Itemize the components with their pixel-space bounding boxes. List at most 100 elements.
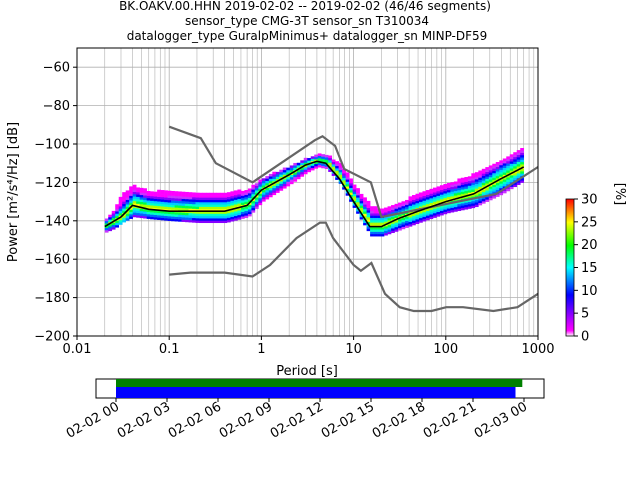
psd-cell bbox=[453, 195, 458, 198]
psd-cell bbox=[178, 193, 182, 197]
psd-cell bbox=[436, 214, 441, 217]
psd-cell bbox=[178, 198, 182, 201]
psd-cell bbox=[272, 187, 277, 191]
psd-cell bbox=[349, 183, 353, 186]
x-tick-label: 1000 bbox=[521, 342, 554, 357]
psd-cell bbox=[439, 199, 444, 202]
psd-cell bbox=[335, 172, 339, 176]
psd-cell bbox=[153, 200, 158, 204]
psd-cell bbox=[443, 204, 448, 208]
psd-cell bbox=[520, 164, 525, 167]
psd-cell bbox=[467, 187, 472, 191]
psd-cell bbox=[164, 213, 168, 217]
psd-cell bbox=[516, 159, 521, 162]
psd-cell bbox=[167, 204, 172, 208]
psd-cell bbox=[143, 188, 147, 191]
psd-cell bbox=[216, 195, 221, 198]
psd-cell bbox=[457, 180, 462, 184]
psd-cell bbox=[275, 185, 280, 189]
psd-cell bbox=[122, 192, 127, 195]
psd-cell bbox=[275, 178, 280, 182]
psd-cell bbox=[481, 182, 486, 186]
psd-cell bbox=[233, 195, 238, 198]
psd-cell bbox=[415, 198, 420, 201]
psd-cell bbox=[492, 177, 497, 181]
psd-cell bbox=[275, 183, 280, 187]
psd-cell bbox=[160, 215, 165, 218]
psd-cell bbox=[108, 216, 113, 220]
psd-cell bbox=[513, 172, 518, 176]
noise-model-nhnm bbox=[168, 125, 538, 219]
psd-cell bbox=[338, 172, 343, 175]
psd-cell bbox=[439, 187, 444, 191]
psd-cell bbox=[425, 213, 430, 216]
psd-cell bbox=[391, 207, 395, 210]
psd-cell bbox=[321, 163, 326, 166]
psd-cell bbox=[171, 218, 175, 222]
psd-cell bbox=[150, 216, 154, 220]
psd-cell bbox=[502, 190, 507, 194]
psd-cell bbox=[398, 207, 402, 210]
psd-cell bbox=[499, 160, 504, 163]
psd-cell bbox=[115, 213, 120, 217]
psd-cell bbox=[359, 214, 364, 218]
psd-cell bbox=[258, 200, 263, 203]
psd-cell bbox=[125, 213, 130, 217]
psd-cell bbox=[192, 215, 196, 219]
psd-cell bbox=[209, 213, 214, 217]
psd-cell bbox=[387, 224, 392, 228]
psd-cell bbox=[460, 189, 465, 192]
colorbar-label: [%] bbox=[612, 183, 627, 206]
psd-cell bbox=[216, 218, 221, 221]
psd-cell bbox=[132, 187, 137, 190]
psd-cell bbox=[125, 204, 130, 207]
psd-cell bbox=[394, 206, 399, 209]
psd-cell bbox=[391, 218, 395, 222]
psd-cell bbox=[432, 194, 437, 198]
psd-cell bbox=[377, 233, 381, 237]
psd-cell bbox=[516, 180, 521, 183]
psd-cell bbox=[499, 164, 504, 168]
psd-cell bbox=[415, 212, 420, 215]
psd-cell bbox=[296, 174, 301, 177]
psd-cell bbox=[366, 210, 371, 213]
psd-cell bbox=[474, 204, 479, 208]
psd-cell bbox=[342, 177, 346, 181]
psd-cell bbox=[188, 199, 193, 202]
psd-cell bbox=[129, 200, 133, 203]
psd-cell bbox=[499, 192, 504, 196]
psd-cell bbox=[460, 207, 465, 211]
psd-cell bbox=[310, 167, 315, 171]
psd-cell bbox=[216, 208, 221, 212]
psd-cell bbox=[192, 194, 196, 198]
psd-cell bbox=[192, 210, 196, 214]
psd-cell bbox=[258, 195, 263, 199]
colorbar-tick-label: 20 bbox=[581, 238, 598, 253]
psd-cell bbox=[181, 196, 186, 199]
psd-cell bbox=[398, 209, 402, 213]
psd-cell bbox=[384, 207, 388, 211]
psd-cell bbox=[425, 208, 430, 212]
psd-cell bbox=[199, 213, 203, 217]
psd-cell bbox=[380, 226, 385, 230]
psd-cell bbox=[471, 175, 476, 179]
psd-cell bbox=[129, 207, 133, 210]
psd-cell bbox=[132, 207, 137, 211]
psd-cell bbox=[122, 205, 127, 209]
psd-cell bbox=[363, 222, 367, 226]
psd-cell bbox=[129, 202, 133, 206]
psd-cell bbox=[171, 216, 175, 219]
psd-cell bbox=[509, 175, 514, 178]
psd-cell bbox=[286, 172, 291, 175]
psd-cell bbox=[366, 200, 371, 204]
psd-cell bbox=[146, 190, 151, 194]
psd-cell bbox=[499, 185, 504, 189]
psd-cell bbox=[296, 169, 301, 173]
psd-cell bbox=[240, 209, 245, 212]
psd-cell bbox=[303, 160, 308, 163]
psd-cell bbox=[478, 200, 483, 204]
psd-cell bbox=[359, 198, 364, 202]
psd-cell bbox=[209, 208, 214, 212]
psd-cell bbox=[247, 193, 252, 196]
psd-cell bbox=[150, 212, 154, 215]
